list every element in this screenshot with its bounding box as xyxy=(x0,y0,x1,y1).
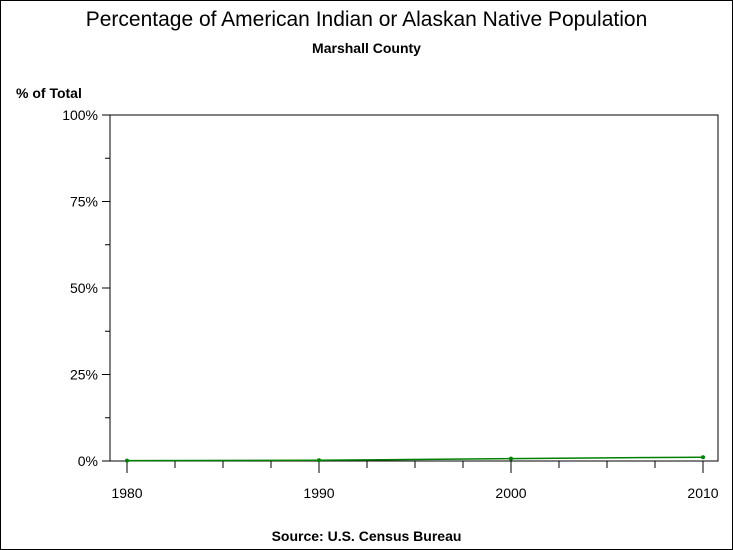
data-point xyxy=(701,455,705,460)
series-line xyxy=(126,456,704,462)
source-note: Source: U.S. Census Bureau xyxy=(271,528,462,544)
y-axis-label: % of Total xyxy=(16,85,82,101)
y-tick-label: 0% xyxy=(78,453,98,469)
x-tick-label: 1980 xyxy=(111,485,142,501)
y-tick-label: 75% xyxy=(70,194,98,210)
x-tick-label: 1990 xyxy=(303,485,334,501)
data-point xyxy=(509,456,513,461)
data-point xyxy=(317,458,321,463)
plot-area xyxy=(109,114,719,462)
x-tick-label: 2010 xyxy=(687,485,718,501)
y-tick-label: 100% xyxy=(62,107,98,123)
y-tick-label: 50% xyxy=(70,280,98,296)
chart-title: Percentage of American Indian or Alaskan… xyxy=(85,8,648,31)
y-tick-label: 25% xyxy=(70,367,98,383)
chart-subtitle: Marshall County xyxy=(312,40,421,56)
data-point xyxy=(125,458,129,463)
x-tick-label: 2000 xyxy=(495,485,526,501)
